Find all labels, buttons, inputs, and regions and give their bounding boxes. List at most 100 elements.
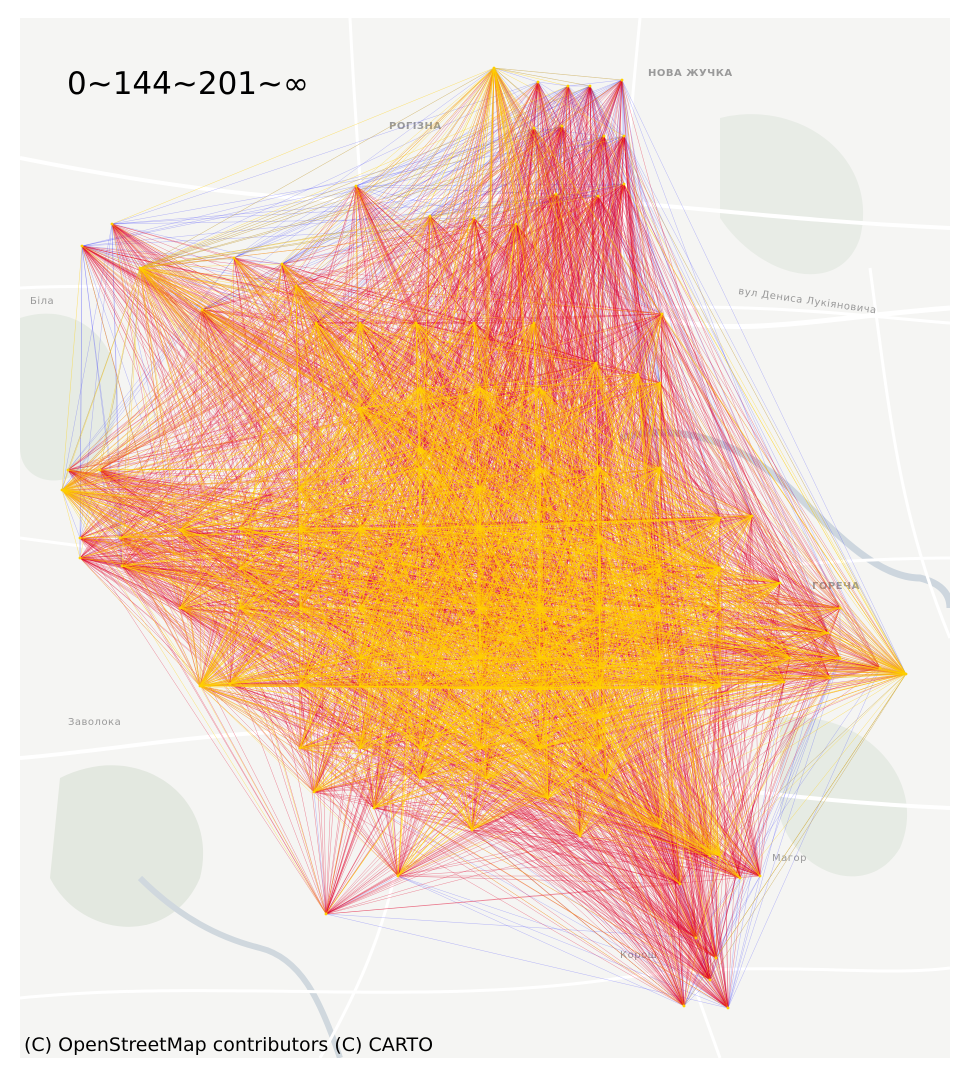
- flow-edge: [419, 657, 711, 857]
- flow-edge: [829, 657, 841, 679]
- flow-edge: [139, 267, 201, 687]
- flow-edge: [179, 529, 717, 959]
- flow-edge: [603, 135, 831, 679]
- flow-edge: [139, 263, 283, 269]
- flow-edge: [473, 217, 663, 315]
- flow-edge: [199, 527, 481, 687]
- flow-node: [718, 516, 722, 520]
- flow-edge: [229, 527, 241, 685]
- flow-edge: [419, 387, 541, 469]
- flow-edge: [359, 67, 495, 609]
- flow-node: [418, 656, 422, 660]
- flow-edge: [539, 689, 661, 829]
- flow-edge: [61, 362, 597, 491]
- flow-edge: [493, 67, 601, 719]
- flow-edge: [479, 313, 663, 529]
- flow-edge: [299, 487, 907, 675]
- flow-edge: [79, 537, 327, 915]
- flow-edge: [199, 685, 711, 857]
- flow-edge: [679, 607, 721, 885]
- flow-edge: [623, 183, 753, 517]
- flow-edge: [61, 489, 421, 529]
- flow-edge: [493, 67, 601, 609]
- flow-edge: [589, 85, 829, 634]
- flow-edge: [539, 515, 753, 691]
- flow-edge: [233, 67, 495, 259]
- flow-edge: [67, 469, 541, 659]
- flow-edge: [659, 467, 721, 857]
- flow-edge: [359, 657, 541, 691]
- flow-edge: [539, 657, 907, 675]
- flow-node: [828, 676, 832, 680]
- flow-edge: [555, 193, 721, 857]
- flow-edge: [359, 81, 539, 409]
- flow-edge: [659, 382, 721, 519]
- flow-edge: [419, 673, 907, 689]
- flow-edge: [471, 681, 785, 831]
- flow-edge: [419, 673, 907, 779]
- flow-edge: [547, 797, 661, 829]
- flow-node: [598, 466, 602, 470]
- flow-node: [532, 321, 536, 325]
- flow-edge: [61, 489, 601, 719]
- flow-edge: [397, 777, 487, 877]
- flow-edge: [359, 467, 601, 659]
- park-area: [20, 313, 118, 481]
- flow-edge: [199, 537, 601, 687]
- flow-edge: [281, 263, 711, 981]
- flow-edge: [239, 527, 721, 857]
- flow-edge: [61, 489, 661, 609]
- flow-edge: [199, 677, 831, 687]
- flow-edge: [751, 515, 829, 634]
- flow-edge: [61, 223, 517, 491]
- flow-edge: [199, 387, 421, 687]
- flow-edge: [325, 913, 697, 939]
- edges-high-tier: [61, 67, 907, 1009]
- flow-edge: [121, 565, 729, 1009]
- flow-edge: [139, 267, 661, 609]
- flow-edge: [599, 747, 721, 857]
- flow-edge: [79, 537, 181, 609]
- flow-edge: [179, 67, 495, 531]
- flow-edge: [199, 685, 549, 799]
- flow-edge: [179, 529, 201, 687]
- flow-edge: [599, 717, 729, 1009]
- flow-edge: [533, 322, 785, 683]
- flow-edge: [493, 67, 717, 959]
- flow-node: [714, 956, 718, 960]
- flow-edge: [623, 183, 661, 384]
- flow-edge: [599, 79, 623, 469]
- flow-edge: [539, 193, 557, 469]
- flow-edge: [111, 223, 721, 857]
- flow-edge: [473, 217, 661, 469]
- flow-edge: [179, 125, 563, 531]
- flow-edge: [359, 322, 541, 609]
- flow-edge: [605, 777, 685, 1007]
- flow-edge: [233, 257, 663, 315]
- flow-edge: [233, 125, 563, 259]
- flow-edge: [539, 657, 721, 857]
- flow-edge: [515, 223, 639, 375]
- flow-edge: [493, 67, 541, 609]
- flow-edge: [533, 79, 623, 324]
- flow-edge: [623, 135, 781, 584]
- flow-node: [598, 536, 602, 540]
- flow-edge: [515, 223, 831, 679]
- flow-node: [358, 606, 362, 610]
- flow-edge: [111, 223, 791, 659]
- flow-edge: [419, 382, 661, 389]
- flow-node: [694, 936, 698, 940]
- flow-edge: [479, 387, 541, 469]
- flow-edge: [539, 313, 663, 659]
- flow-edge: [139, 267, 601, 609]
- flow-edge: [579, 515, 753, 837]
- flow-edge: [233, 257, 421, 529]
- flow-edge: [429, 215, 791, 659]
- flow-edge: [683, 979, 711, 1007]
- flow-edge: [695, 673, 907, 939]
- flow-edge: [567, 85, 599, 197]
- flow-edge: [493, 67, 721, 609]
- flow-edge: [315, 322, 421, 529]
- flow-edge: [547, 667, 601, 799]
- flow-edge: [233, 85, 569, 259]
